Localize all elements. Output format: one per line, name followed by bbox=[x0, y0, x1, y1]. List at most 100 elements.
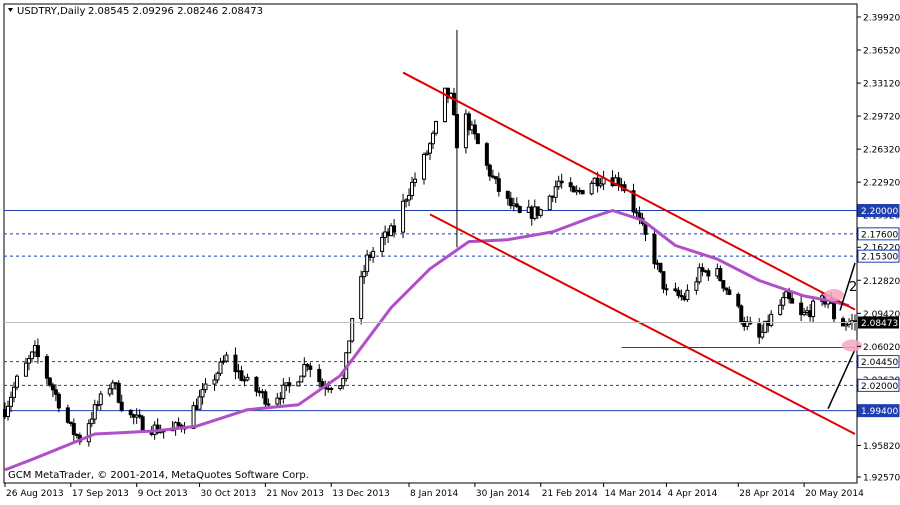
candle-body bbox=[224, 354, 229, 362]
ohlc-values: 2.08545 2.09296 2.08246 2.08473 bbox=[88, 6, 263, 17]
candle-body bbox=[200, 389, 205, 398]
candle-body bbox=[538, 209, 543, 216]
candle-body bbox=[661, 271, 666, 290]
candle bbox=[8, 391, 13, 413]
y-tick-label: 1.95820 bbox=[863, 442, 900, 452]
candle-body bbox=[718, 268, 723, 282]
current-price-label: 2.08473 bbox=[861, 319, 898, 329]
level-label: 2.20000 bbox=[861, 207, 898, 217]
x-tick-label: 21 Feb 2014 bbox=[542, 489, 598, 499]
candle-body bbox=[11, 386, 16, 398]
candle bbox=[197, 389, 202, 410]
candle-body bbox=[92, 404, 97, 420]
level-label-box bbox=[857, 404, 900, 418]
candle-body bbox=[221, 360, 226, 363]
candle bbox=[56, 392, 61, 413]
candle-body bbox=[832, 302, 837, 320]
candle-body bbox=[233, 354, 238, 373]
candle bbox=[53, 384, 58, 402]
candle-body bbox=[679, 294, 684, 298]
candle bbox=[727, 286, 732, 296]
candle bbox=[347, 340, 352, 354]
candle-body bbox=[454, 114, 459, 149]
candle-body bbox=[155, 424, 160, 434]
candle-body bbox=[305, 364, 310, 367]
candle bbox=[790, 293, 795, 304]
candle bbox=[739, 304, 744, 325]
candle bbox=[685, 284, 690, 302]
highlight-ellipse-6 bbox=[842, 339, 863, 352]
x-tick-label: 17 Sep 2013 bbox=[72, 489, 129, 499]
candle-body bbox=[68, 421, 73, 425]
level-label: 1.99400 bbox=[861, 407, 898, 417]
x-tick-label: 30 Oct 2013 bbox=[201, 489, 257, 499]
candle-body bbox=[128, 409, 133, 416]
level-label-box bbox=[857, 355, 900, 369]
candle-body bbox=[493, 176, 498, 180]
candle-body bbox=[433, 121, 438, 134]
moving-average bbox=[4, 209, 850, 472]
level-label-box bbox=[857, 249, 900, 263]
candle bbox=[430, 130, 435, 150]
candle bbox=[463, 109, 468, 154]
candle-body bbox=[53, 389, 58, 395]
candle-body bbox=[724, 287, 729, 291]
candle-body bbox=[287, 382, 292, 387]
candle bbox=[517, 205, 522, 214]
candle-body bbox=[580, 189, 585, 195]
candle-body bbox=[727, 289, 732, 295]
candle-body bbox=[110, 382, 115, 390]
candle bbox=[86, 419, 91, 447]
candle bbox=[350, 317, 355, 343]
candle-body bbox=[95, 404, 100, 407]
candle-body bbox=[484, 143, 489, 166]
candle-body bbox=[451, 92, 456, 116]
candle-body bbox=[65, 407, 70, 423]
candle bbox=[14, 374, 19, 391]
candle bbox=[724, 287, 729, 295]
x-tick-label: 30 Jan 2014 bbox=[476, 489, 530, 499]
candle-body bbox=[475, 133, 480, 145]
arrow-3 bbox=[827, 349, 856, 410]
candle bbox=[571, 185, 576, 193]
candle bbox=[631, 183, 636, 219]
y-tick-label: 2.12820 bbox=[863, 277, 900, 287]
candle bbox=[110, 379, 115, 395]
y-tick-label: 1.92570 bbox=[863, 474, 900, 484]
candle bbox=[799, 295, 804, 322]
candle bbox=[802, 308, 807, 317]
candle-body bbox=[700, 267, 705, 272]
candle-body bbox=[763, 320, 768, 333]
candle bbox=[451, 87, 456, 116]
candle-body bbox=[799, 302, 804, 316]
candle bbox=[35, 338, 40, 364]
candle bbox=[538, 208, 543, 218]
trendline-1 bbox=[429, 213, 856, 435]
candle bbox=[454, 29, 459, 248]
candle bbox=[673, 282, 678, 293]
candle-body bbox=[86, 423, 91, 443]
menu-triangle-icon[interactable] bbox=[8, 8, 13, 12]
candle bbox=[215, 371, 220, 384]
candle-body bbox=[598, 183, 603, 187]
level-label-box bbox=[857, 204, 900, 218]
y-tick-label: 2.29720 bbox=[863, 113, 900, 123]
candle bbox=[547, 194, 552, 211]
candle bbox=[505, 190, 510, 206]
candle-body bbox=[50, 384, 55, 391]
candle-body bbox=[203, 383, 208, 391]
candle-body bbox=[191, 405, 196, 429]
candle bbox=[362, 264, 367, 285]
x-tick-label: 8 Jan 2014 bbox=[410, 489, 458, 499]
candle-body bbox=[413, 178, 418, 183]
level-label: 2.15300 bbox=[861, 253, 898, 263]
candle-body bbox=[329, 387, 334, 390]
symbol-timeframe-label: USDTRY,Daily bbox=[17, 6, 85, 17]
candle bbox=[23, 357, 28, 377]
candle-body bbox=[239, 370, 244, 381]
candle bbox=[29, 351, 34, 363]
candle-body bbox=[275, 397, 280, 405]
candle-body bbox=[652, 233, 657, 265]
